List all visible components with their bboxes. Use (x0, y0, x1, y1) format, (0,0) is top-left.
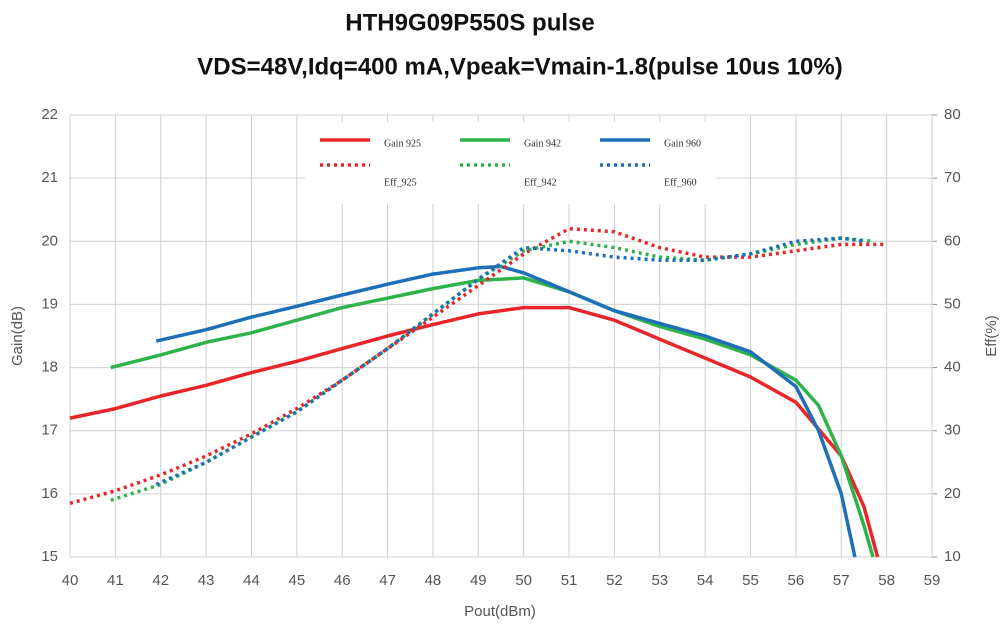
y-tick-label: 22 (41, 106, 58, 123)
y-tick-label: 15 (41, 548, 58, 565)
x-tick-label: 55 (742, 572, 759, 589)
x-tick-label: 48 (425, 572, 442, 589)
legend-label: Eff_925 (384, 177, 417, 188)
legend-label: Eff_942 (524, 177, 557, 188)
y-tick-label: 19 (41, 295, 58, 312)
y2-tick-label: 40 (944, 359, 961, 376)
y2-tick-label: 60 (944, 232, 961, 249)
series-line (155, 264, 857, 558)
legend-label: Gain 942 (524, 138, 561, 149)
x-tick-label: 59 (924, 572, 941, 589)
x-tick-label: 45 (288, 572, 305, 589)
y-tick-label: 20 (41, 232, 58, 249)
series-line (69, 226, 887, 505)
y2-tick-label: 70 (944, 169, 961, 186)
y-tick-label: 17 (41, 422, 58, 439)
legend-label: Eff_960 (664, 177, 697, 188)
x-tick-label: 46 (334, 572, 351, 589)
chart-title: HTH9G09P550S pulse (345, 9, 594, 36)
x-tick-label: 41 (107, 572, 124, 589)
x-axis-label: Pout(dBm) (464, 603, 536, 620)
y-tick-label: 21 (41, 169, 58, 186)
series-line (155, 236, 865, 487)
legend-label: Gain 925 (384, 138, 421, 149)
x-tick-label: 42 (152, 572, 169, 589)
x-tick-label: 50 (515, 572, 532, 589)
x-tick-label: 40 (62, 572, 79, 589)
chart-subtitle: VDS=48V,Idq=400 mA,Vpeak=Vmain-1.8(pulse… (197, 53, 842, 80)
series-line (110, 276, 875, 558)
y-tick-label: 18 (41, 359, 58, 376)
y-axis-label: Gain(dB) (9, 306, 26, 366)
series-line (110, 236, 874, 502)
x-tick-label: 43 (198, 572, 215, 589)
x-tick-label: 52 (606, 572, 623, 589)
x-tick-label: 49 (470, 572, 487, 589)
y2-axis-label: Eff(%) (983, 315, 1000, 356)
y2-tick-label: 10 (944, 548, 961, 565)
y2-tick-label: 30 (944, 422, 961, 439)
y2-tick-label: 80 (944, 106, 961, 123)
series-line (69, 305, 880, 558)
x-tick-label: 54 (697, 572, 714, 589)
x-tick-label: 47 (379, 572, 396, 589)
y-tick-label: 16 (41, 485, 58, 502)
y2-tick-label: 20 (944, 485, 961, 502)
x-tick-label: 51 (561, 572, 578, 589)
legend-box (305, 122, 715, 204)
x-tick-label: 56 (788, 572, 805, 589)
x-tick-label: 53 (651, 572, 668, 589)
x-tick-label: 44 (243, 572, 260, 589)
x-tick-label: 58 (878, 572, 895, 589)
y2-tick-label: 50 (944, 295, 961, 312)
x-tick-label: 57 (833, 572, 850, 589)
legend-label: Gain 960 (664, 138, 701, 149)
